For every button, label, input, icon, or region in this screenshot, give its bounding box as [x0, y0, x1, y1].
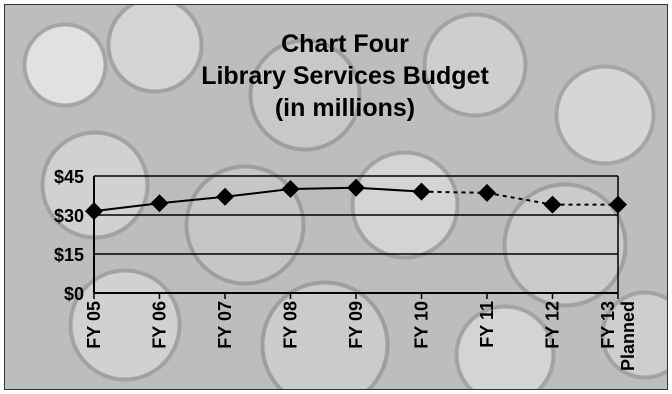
data-point-marker — [150, 194, 169, 213]
x-tick-label: FY 06 — [150, 301, 170, 349]
chart-title-line-2: Library Services Budget — [201, 62, 489, 90]
series-line-segment — [93, 202, 160, 213]
data-point-marker — [281, 180, 300, 198]
x-tick-label: Planned — [618, 301, 638, 371]
data-point-marker — [85, 202, 103, 221]
x-tick-label: FY 12 — [543, 301, 563, 349]
y-tick-label: $0 — [64, 284, 84, 304]
y-tick-label: $30 — [54, 206, 84, 226]
data-point-marker — [347, 178, 365, 197]
chart-title-line-1: Chart Four — [281, 30, 409, 58]
series-line-segment — [159, 195, 226, 205]
series-line-segment — [486, 191, 553, 206]
chart-title: Chart Four Library Services Budget (in m… — [120, 28, 570, 124]
data-point-marker — [478, 183, 496, 202]
data-point-marker — [216, 187, 234, 206]
series-line-segment — [355, 186, 422, 193]
x-tick-label: FY 09 — [346, 301, 366, 349]
y-tick-label: $45 — [54, 167, 84, 187]
x-tick-label: FY 11 — [477, 301, 497, 348]
data-point-marker — [412, 182, 431, 201]
series-line-segment — [290, 186, 357, 190]
data-point-marker — [609, 195, 627, 214]
series-line-segment — [224, 188, 291, 198]
x-tick-label: FY 10 — [412, 301, 432, 349]
x-tick-label: FY 05 — [84, 301, 104, 349]
series-line-segment — [421, 190, 488, 194]
x-tick-label: FY 07 — [215, 301, 235, 349]
x-tick-label: FY 13 — [598, 301, 618, 349]
y-tick-label: $15 — [54, 245, 84, 265]
data-point-marker — [543, 195, 562, 214]
x-tick-label: FY 08 — [281, 301, 301, 349]
chart-frame — [4, 4, 668, 390]
chart-title-line-3: (in millions) — [274, 94, 416, 122]
